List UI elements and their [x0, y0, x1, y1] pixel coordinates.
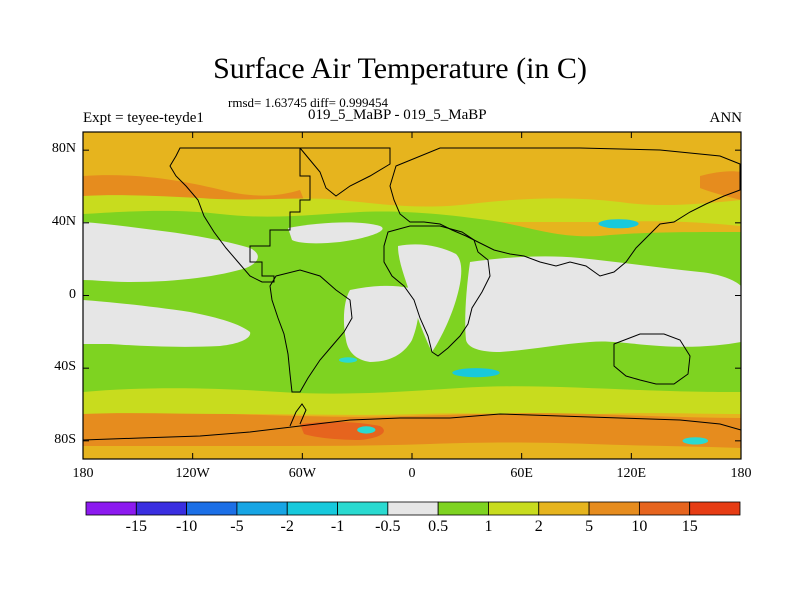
field-neutral-pacific-n: [83, 222, 258, 282]
colorbar-label-8: 2: [534, 518, 543, 535]
cold-anomaly-regions: [338, 219, 709, 445]
coastlines: [82, 147, 742, 441]
y-tick-label-0: 80N: [51, 141, 76, 157]
field-warm-south: [83, 413, 741, 448]
colorbar-box-12: [689, 501, 741, 516]
colorbar-box-3: [236, 501, 288, 516]
field-neutral-atlantic-n: [288, 222, 383, 244]
colorbar-box-10: [588, 501, 640, 516]
cold-anomaly-patch-4: [682, 437, 709, 445]
colorbar-box-8: [488, 501, 540, 516]
coastline-greenland: [298, 147, 391, 197]
field-hot-south: [300, 421, 384, 440]
x-tick-label-3: 0: [408, 466, 416, 481]
colorbar-label-1: -10: [175, 518, 198, 535]
coastline-south-america: [269, 269, 353, 393]
x-tick-label-2: 60W: [288, 466, 316, 481]
cold-anomaly-patch-3: [357, 426, 376, 434]
colorbar-label-6: 0.5: [428, 518, 449, 535]
colorbar-label-9: 5: [585, 518, 594, 535]
season-label: ANN: [709, 110, 743, 126]
chart-title: Surface Air Temperature (in C): [213, 52, 587, 85]
colorbar-label-5: -0.5: [375, 518, 401, 535]
colorbar-box-7: [437, 501, 489, 516]
field-warm-north-2: [700, 171, 741, 200]
colorbar-label-7: 1: [484, 518, 493, 535]
x-tick-label-0: 180: [72, 466, 94, 481]
field-neutral-atlantic-s: [343, 285, 419, 362]
cold-anomaly-patch-2: [338, 357, 358, 363]
colorbar-box-9: [538, 501, 590, 516]
field-neutral-pacific-s: [83, 300, 251, 347]
colorbar-box-0: [85, 501, 137, 516]
cold-anomaly-patch-0: [598, 219, 639, 229]
temperature-field: [83, 132, 741, 459]
stats-label: rmsd= 1.63745 diff= 0.999454: [228, 95, 388, 110]
y-tick-label-1: 40N: [51, 213, 76, 229]
x-tick-label-4: 60E: [510, 466, 533, 481]
colorbar-label-0: -15: [125, 518, 147, 535]
coastline-eurasia: [389, 147, 741, 277]
colorbar-label-11: 15: [681, 518, 698, 535]
field-neutral-africa: [398, 244, 462, 352]
y-tick-label-4: 80S: [54, 431, 76, 447]
cold-anomaly-patch-1: [452, 368, 500, 378]
field-neutral-indian: [465, 256, 741, 352]
coastline-australia: [613, 333, 691, 385]
field-yellow-south: [83, 386, 741, 415]
colorbar-box-4: [286, 501, 338, 516]
x-tick-label-5: 120E: [616, 466, 647, 481]
colorbar-label-10: 10: [631, 518, 648, 535]
colorbar-box-5: [337, 501, 389, 516]
coastline-antarctic-peninsula: [289, 403, 307, 427]
coastline-antarctica: [82, 413, 742, 441]
colorbar-box-11: [638, 501, 691, 516]
colorbar-label-2: -5: [230, 518, 244, 535]
colorbar-label-4: -1: [330, 518, 345, 535]
colorbar-box-2: [186, 501, 238, 516]
y-tick-label-2: 0: [69, 286, 76, 302]
coastline-north-america: [169, 147, 311, 283]
colorbar: [85, 501, 741, 516]
colorbar-box-1: [135, 501, 188, 516]
x-tick-label-1: 120W: [175, 466, 210, 481]
y-tick-label-3: 40S: [54, 359, 76, 375]
x-tick-label-6: 180: [730, 466, 752, 481]
experiment-label: Expt = teyee-teyde1: [83, 110, 204, 126]
chart-subtitle: 019_5_MaBP - 019_5_MaBP: [308, 107, 487, 123]
axis-ticks: [82, 132, 742, 459]
colorbar-box-6: [387, 501, 439, 516]
coastline-africa: [383, 225, 491, 357]
colorbar-label-3: -2: [280, 518, 294, 535]
